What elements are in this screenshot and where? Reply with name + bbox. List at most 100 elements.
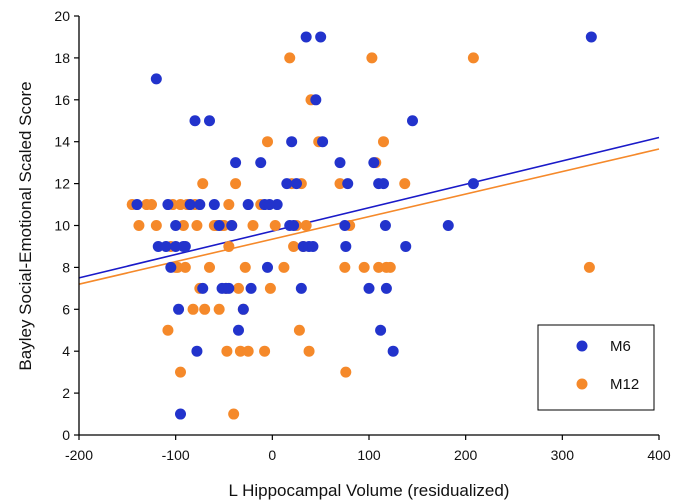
point-m6 bbox=[295, 282, 307, 294]
point-m6 bbox=[317, 136, 329, 148]
point-m6 bbox=[230, 157, 242, 169]
legend-label-m12: M12 bbox=[610, 376, 639, 393]
y-tick-label: 4 bbox=[62, 343, 70, 359]
y-tick-label: 12 bbox=[54, 176, 70, 192]
point-m6 bbox=[184, 199, 196, 211]
point-m12 bbox=[228, 408, 240, 420]
point-m12 bbox=[340, 366, 352, 378]
point-m6 bbox=[162, 199, 174, 211]
x-tick-label: 0 bbox=[268, 447, 276, 463]
point-m6 bbox=[170, 220, 182, 231]
point-m12 bbox=[264, 282, 276, 294]
tick-marks bbox=[74, 15, 660, 440]
trendlines bbox=[78, 136, 660, 285]
x-axis-title: L Hippocampal Volume (residualized) bbox=[229, 481, 510, 500]
point-m12 bbox=[247, 220, 259, 231]
point-m6 bbox=[204, 115, 215, 127]
point-m12 bbox=[242, 345, 254, 357]
point-m12 bbox=[269, 220, 281, 231]
y-tick-label: 6 bbox=[62, 301, 70, 317]
y-tick-label: 20 bbox=[54, 8, 70, 24]
point-m12 bbox=[239, 261, 251, 273]
point-m6 bbox=[175, 408, 186, 420]
point-m12 bbox=[384, 261, 396, 273]
point-m12 bbox=[583, 261, 595, 273]
point-m12 bbox=[175, 366, 186, 378]
point-m12 bbox=[339, 261, 351, 273]
point-m12 bbox=[146, 199, 157, 211]
trendline-m6 bbox=[78, 136, 660, 279]
point-m12 bbox=[187, 303, 199, 315]
point-m12 bbox=[191, 220, 203, 231]
y-tick-label: 14 bbox=[54, 134, 70, 150]
point-m6 bbox=[334, 157, 346, 169]
y-tick-label: 18 bbox=[54, 50, 70, 66]
point-m12 bbox=[334, 178, 346, 190]
point-m12 bbox=[288, 240, 300, 252]
point-m6 bbox=[307, 240, 319, 252]
point-m12 bbox=[150, 220, 162, 231]
point-m6 bbox=[170, 240, 182, 252]
point-m6 bbox=[223, 282, 235, 294]
point-m6 bbox=[315, 31, 327, 43]
point-m6 bbox=[585, 31, 597, 43]
point-m6 bbox=[242, 199, 254, 211]
point-m12 bbox=[467, 52, 479, 64]
point-m6 bbox=[197, 282, 209, 294]
point-m6 bbox=[131, 199, 143, 211]
point-m6 bbox=[379, 220, 391, 231]
point-m6 bbox=[310, 94, 322, 106]
point-m6 bbox=[255, 157, 267, 169]
y-tick-label: 16 bbox=[54, 92, 70, 108]
x-tick-label: -200 bbox=[65, 447, 93, 463]
point-m6 bbox=[281, 178, 293, 190]
x-tick-label: 400 bbox=[647, 447, 671, 463]
point-m12 bbox=[358, 261, 370, 273]
y-tick-label: 8 bbox=[62, 259, 70, 275]
point-m12 bbox=[213, 303, 225, 315]
trendline-m12 bbox=[78, 148, 660, 285]
point-m6 bbox=[152, 240, 164, 252]
point-m6 bbox=[194, 199, 206, 211]
point-m12 bbox=[221, 345, 233, 357]
point-m12 bbox=[199, 303, 211, 315]
point-m12 bbox=[197, 178, 209, 190]
point-m6 bbox=[226, 220, 238, 231]
point-m12 bbox=[177, 220, 189, 231]
legend: M6 M12 bbox=[537, 324, 655, 411]
x-tick-label: 200 bbox=[454, 447, 478, 463]
point-m6 bbox=[213, 220, 225, 231]
point-m6 bbox=[400, 240, 412, 252]
point-m12 bbox=[234, 345, 246, 357]
point-m6 bbox=[375, 324, 387, 336]
point-m12 bbox=[399, 178, 411, 190]
point-m12 bbox=[230, 178, 242, 190]
y-tick-label: 2 bbox=[62, 385, 70, 401]
point-m6 bbox=[263, 199, 275, 211]
point-m12 bbox=[262, 136, 273, 148]
x-tick-label: 300 bbox=[551, 447, 575, 463]
point-m12 bbox=[133, 220, 145, 231]
point-m12 bbox=[179, 261, 191, 273]
point-m6 bbox=[442, 220, 454, 231]
point-m6 bbox=[378, 178, 389, 190]
point-m6 bbox=[237, 303, 249, 315]
point-m12 bbox=[284, 52, 296, 64]
point-m6 bbox=[300, 31, 312, 43]
legend-box bbox=[537, 324, 655, 411]
point-m6 bbox=[262, 261, 273, 273]
point-m12 bbox=[366, 52, 378, 64]
point-m6 bbox=[288, 220, 300, 231]
point-m6 bbox=[191, 345, 203, 357]
point-m12 bbox=[378, 136, 389, 148]
point-m6 bbox=[342, 178, 354, 190]
point-m6 bbox=[271, 199, 283, 211]
y-tick-label: 10 bbox=[54, 218, 70, 234]
point-m6 bbox=[179, 240, 191, 252]
point-m12 bbox=[162, 324, 174, 336]
point-m6 bbox=[150, 73, 162, 85]
x-tick-label: -100 bbox=[162, 447, 190, 463]
point-m12 bbox=[223, 199, 235, 211]
y-tick-label: 0 bbox=[62, 427, 70, 443]
